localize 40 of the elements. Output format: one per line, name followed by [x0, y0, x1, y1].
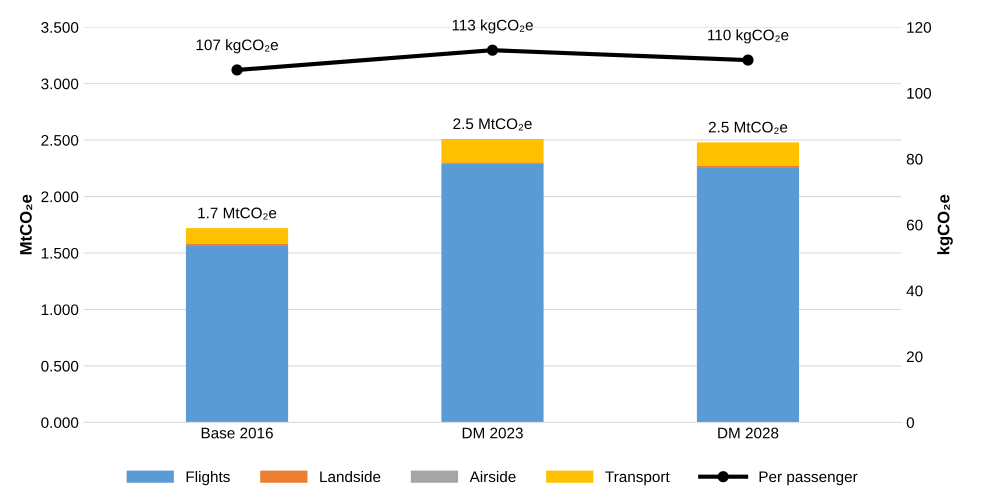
- y2-tick-label: 40: [906, 286, 923, 296]
- y2-tick-label: 80: [906, 154, 923, 165]
- data-label: 113 kgCO₂e: [452, 19, 533, 34]
- legend-label: Landside: [320, 470, 380, 482]
- bar: [696, 167, 800, 422]
- legend-label: Flights: [186, 470, 230, 486]
- y2-tick-label: 120: [907, 22, 932, 33]
- bar: [441, 138, 544, 163]
- total-label: 1.7 MtCO₂e: [198, 208, 276, 220]
- total-label: 2.5 MtCO₂e: [453, 118, 532, 130]
- y2-tick-label: 20: [906, 351, 923, 362]
- x-tick-label: DM 2023: [462, 428, 523, 438]
- y2-axis-title: kgCO₂e: [937, 194, 953, 254]
- legend-label: Per passenger: [760, 472, 858, 486]
- total-label: 2.5 MtCO₂e: [708, 122, 788, 134]
- y-tick-label: 3.000: [41, 78, 78, 90]
- x-tick-label: DM 2028: [718, 428, 778, 438]
- y-tick-label: 2.500: [41, 134, 78, 146]
- data-label: 110 kgCO₂e: [708, 29, 788, 44]
- data-label: 107 kgCO₂e: [196, 39, 278, 54]
- bar: [696, 142, 800, 166]
- bar: [186, 245, 288, 422]
- y2-tick-label: 100: [907, 88, 932, 99]
- x-tick-label: Base 2016: [202, 428, 273, 438]
- y-tick-label: 1.500: [42, 248, 78, 259]
- y2-tick-label: 60: [906, 220, 923, 230]
- bar: [441, 164, 544, 422]
- bar: [186, 228, 288, 244]
- legend-label: Transport: [605, 472, 670, 486]
- point: [742, 54, 754, 66]
- y-tick-label: 0.000: [41, 417, 78, 428]
- y-tick-label: 2.000: [41, 191, 78, 202]
- y2-tick-label: 0: [906, 417, 914, 428]
- point: [486, 44, 498, 56]
- legend-label: Airside: [470, 470, 516, 482]
- y-tick-label: 1.000: [42, 304, 78, 316]
- y-tick-label: 3.500: [41, 22, 78, 33]
- y-tick-label: 0.500: [41, 360, 78, 372]
- y-axis-title: MtCO₂e: [20, 194, 32, 254]
- point: [231, 64, 243, 76]
